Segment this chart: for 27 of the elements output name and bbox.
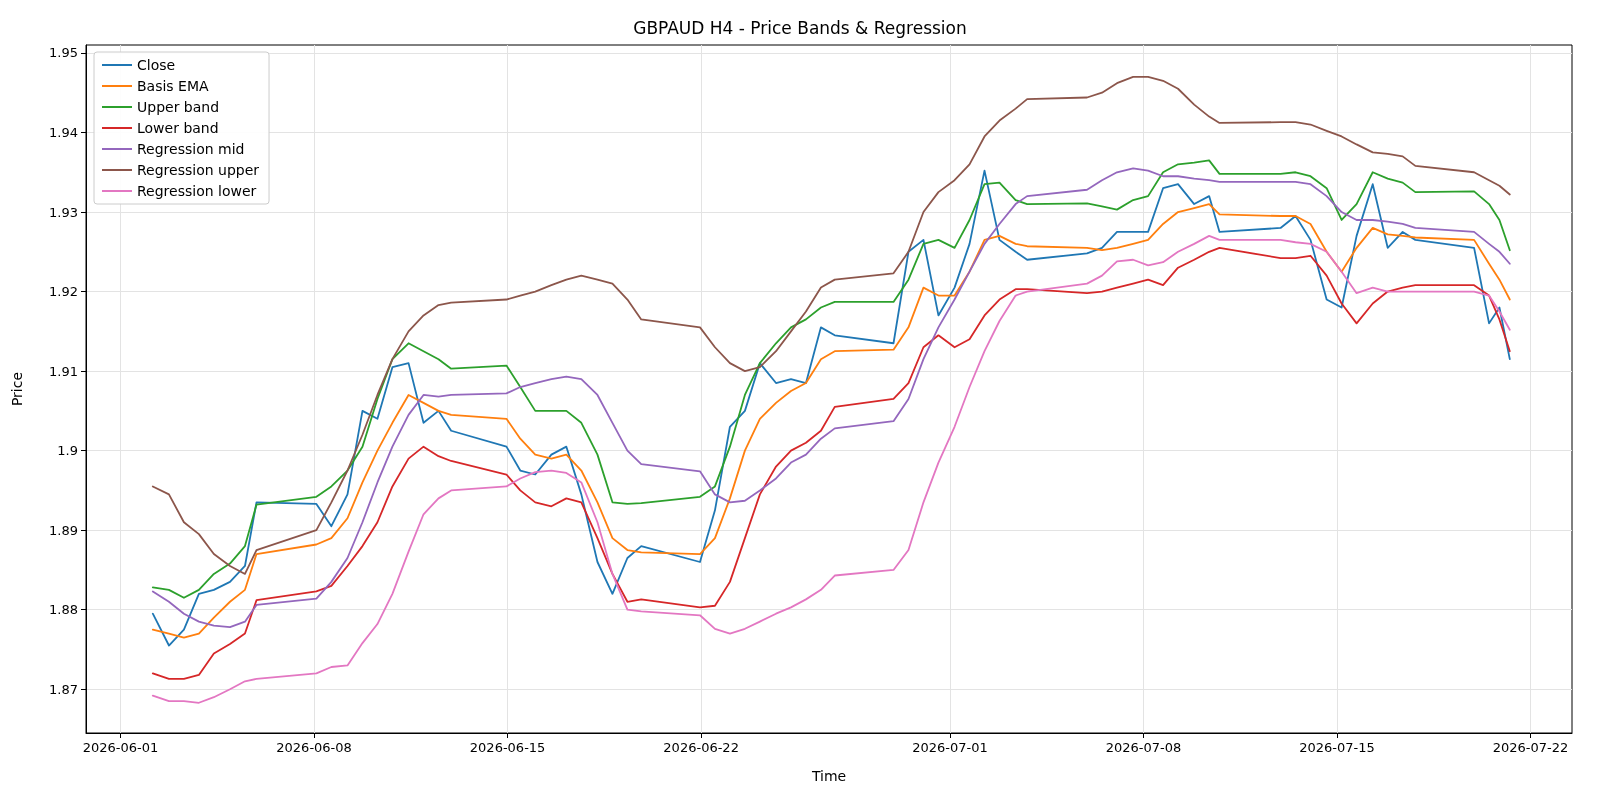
y-tick-label: 1.91	[49, 363, 78, 379]
y-tick-label: 1.95	[49, 45, 78, 61]
legend-label: Regression mid	[137, 141, 245, 157]
legend-label: Lower band	[137, 120, 219, 136]
y-tick-label: 1.88	[49, 602, 78, 618]
y-axis-title: Price	[9, 371, 25, 407]
x-tick-label: 2026-06-01	[82, 740, 159, 755]
x-tick-label: 2026-06-08	[276, 740, 352, 755]
x-tick-label: 2026-07-22	[1492, 740, 1569, 755]
legend-label: Upper band	[137, 99, 220, 115]
legend-label: Basis EMA	[137, 78, 210, 94]
x-tick-label: 2026-06-15	[469, 740, 546, 755]
legend-label: Regression upper	[137, 162, 260, 178]
legend-label: Regression lower	[137, 183, 257, 199]
y-tick-label: 1.9	[57, 443, 78, 459]
x-tick-label: 2026-07-15	[1299, 740, 1375, 755]
y-tick-label: 1.92	[49, 284, 78, 300]
chart-title: GBPAUD H4 - Price Bands & Regression	[633, 17, 967, 38]
y-tick-label: 1.87	[49, 681, 78, 697]
x-tick-label: 2026-06-22	[663, 740, 739, 755]
y-tick-label: 1.94	[49, 124, 78, 140]
y-tick-label: 1.89	[49, 522, 78, 538]
y-tick-label: 1.93	[49, 204, 78, 220]
legend-label: Close	[137, 57, 176, 73]
x-tick-label: 2026-07-01	[912, 740, 988, 755]
x-axis-title: Time	[810, 768, 847, 784]
x-tick-label: 2026-07-08	[1105, 740, 1182, 755]
